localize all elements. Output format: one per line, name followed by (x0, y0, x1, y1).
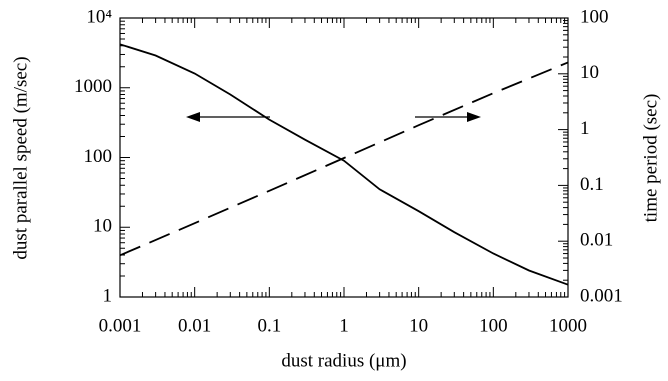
y-tick-label: 10⁴ (86, 6, 112, 27)
data-line (119, 43, 569, 286)
y-tick-label: 100 (84, 146, 113, 167)
x-tick-label: 0.001 (99, 315, 142, 336)
y-tick-label: 10 (93, 216, 112, 237)
x-tick-label: 10 (409, 315, 428, 336)
y-tick-label: 1 (103, 285, 113, 306)
x-tick-label: 1000 (549, 315, 587, 336)
x-tick-label: 100 (479, 315, 508, 336)
data-line (119, 61, 569, 257)
y2-axis-label: time period (sec) (640, 94, 661, 223)
x-tick-label: 0.1 (257, 315, 281, 336)
x-tick-label: 1 (339, 315, 349, 336)
y2-tick-label: 1 (580, 118, 590, 139)
y2-tick-label: 10 (580, 62, 599, 83)
right-arrow (415, 112, 481, 122)
y2-tick-label: 0.001 (580, 285, 623, 306)
y-tick-label: 1000 (74, 76, 112, 97)
y-axis-label: dust parallel speed (m/sec) (10, 56, 31, 259)
x-axis-label: dust radius (μm) (281, 350, 406, 371)
y2-tick-label: 0.1 (580, 174, 604, 195)
y2-tick-label: 100 (580, 6, 609, 27)
y2-tick-label: 0.01 (580, 230, 613, 251)
x-tick-label: 0.01 (178, 315, 211, 336)
left-arrow (186, 112, 270, 122)
